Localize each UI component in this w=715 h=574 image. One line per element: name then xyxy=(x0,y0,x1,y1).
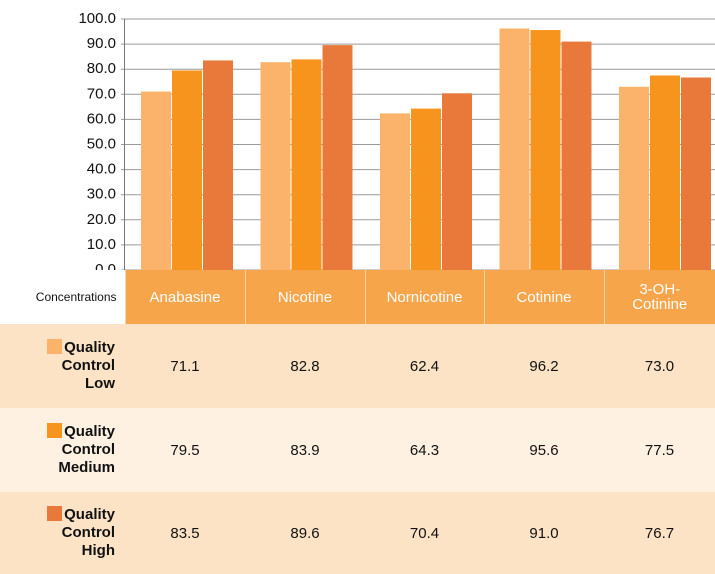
data-row: Quality Control Medium 79.5 83.9 64.3 95.6 77… xyxy=(0,408,715,492)
legend-label: Quality Control Low xyxy=(61,339,115,392)
value-cell: 83.5 xyxy=(125,492,245,574)
data-table: Concentrations Anabasine Nicotine Nornicoti… xyxy=(0,270,715,574)
bar xyxy=(172,70,202,270)
y-tick-label: 30.0 xyxy=(87,186,116,203)
value-cell: 70.4 xyxy=(365,492,484,574)
bar xyxy=(411,108,441,270)
bar xyxy=(141,91,171,270)
x-tick-label: Cotinine xyxy=(516,288,572,306)
value-cell: 62.4 xyxy=(365,324,484,408)
x-tick-label: Nornicotine xyxy=(386,288,463,306)
value-cell: 91.0 xyxy=(484,492,604,574)
legend-swatch xyxy=(47,339,63,354)
category-cell: Nornicotine xyxy=(364,270,484,324)
y-tick-label: 70.0 xyxy=(87,85,116,102)
bar xyxy=(619,86,649,270)
x-tick-label: Anabasine xyxy=(149,288,221,306)
y-tick-label: 50.0 xyxy=(87,135,116,152)
legend-label: Quality Control Medium xyxy=(58,423,115,476)
bar xyxy=(499,28,530,270)
data-row: Quality Control High 83.5 89.6 70.4 91.0 76.7 xyxy=(0,492,715,574)
row-label: Quality Control Low xyxy=(0,324,125,408)
legend-entry: Quality Control Low xyxy=(35,339,115,393)
legend-entry: Quality Control Medium xyxy=(35,423,115,477)
bar xyxy=(260,62,291,270)
value-cell: 83.9 xyxy=(245,408,365,492)
category-cell: Anabasine xyxy=(124,270,245,324)
bar xyxy=(203,60,233,270)
x-tick-label: Nicotine xyxy=(277,288,333,306)
row-label: Quality Control High xyxy=(0,492,125,574)
y-tick-label: 40.0 xyxy=(87,161,116,178)
legend-swatch xyxy=(47,506,63,521)
y-tick-label: 60.0 xyxy=(87,110,116,127)
value-cell: 77.5 xyxy=(604,408,715,492)
bar xyxy=(442,93,472,270)
y-tick-label: 20.0 xyxy=(87,211,116,228)
y-tick-label: 100.0 xyxy=(78,10,116,27)
value-cell: 79.5 xyxy=(125,408,245,492)
legend-label: Quality Control High xyxy=(61,506,115,559)
bar xyxy=(291,59,322,270)
value-cell: 76.7 xyxy=(604,492,715,574)
y-tick-label: 90.0 xyxy=(87,35,116,52)
legend-swatch xyxy=(47,423,63,438)
bar xyxy=(530,30,561,270)
bar xyxy=(561,41,592,270)
header-row: Concentrations Anabasine Nicotine Nornicoti… xyxy=(0,270,715,324)
row-label: Quality Control Medium xyxy=(0,408,125,492)
table-header: Concentrations xyxy=(0,270,125,324)
value-cell: 71.1 xyxy=(125,324,245,408)
value-cell: 96.2 xyxy=(484,324,604,408)
bar xyxy=(322,45,353,270)
category-cell: 3-OH-Cotinine xyxy=(603,270,715,324)
category-cell: Nicotine xyxy=(244,270,365,324)
value-cell: 89.6 xyxy=(245,492,365,574)
legend-entry: Quality Control High xyxy=(35,506,115,560)
chart: 0.0 10.0 20.0 30.0 40.0 50.0 60.0 70.0 80.0 90.0 1… xyxy=(78,10,715,270)
bar xyxy=(650,75,680,270)
y-tick-label: 10.0 xyxy=(87,236,116,253)
value-cell: 82.8 xyxy=(245,324,365,408)
bar xyxy=(681,77,711,270)
y-tick-label: 0.0 xyxy=(95,261,116,270)
value-cell: 95.6 xyxy=(484,408,604,492)
value-cell: 73.0 xyxy=(604,324,715,408)
bar xyxy=(380,113,410,270)
value-cell: 64.3 xyxy=(365,408,484,492)
y-tick-label: 80.0 xyxy=(87,60,116,77)
category-cell: Cotinine xyxy=(483,270,604,324)
x-tick-label: 3-OH-Cotinine xyxy=(632,281,688,313)
data-row: Quality Control Low 71.1 82.8 62.4 96.2 73.0 xyxy=(0,324,715,408)
